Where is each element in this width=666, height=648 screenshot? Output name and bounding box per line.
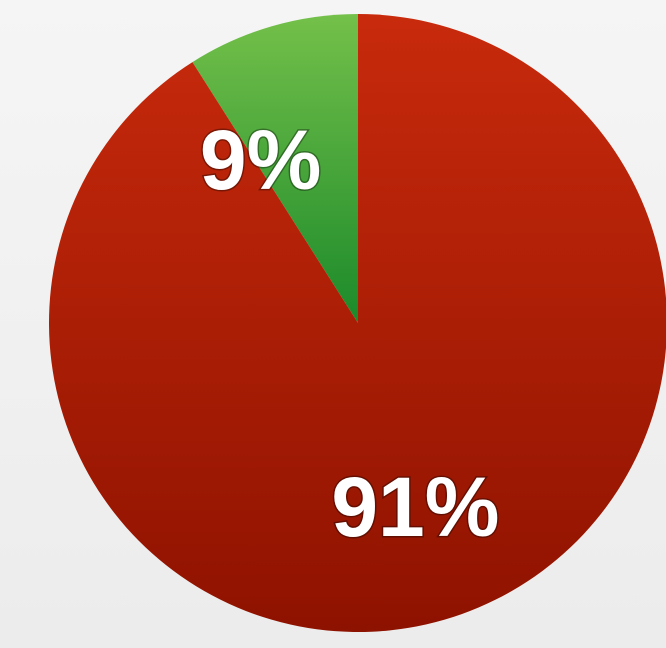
pie-slice-label-2: 91% xyxy=(331,460,499,554)
pie-slices xyxy=(49,14,666,632)
pie-labels: 9% 91% xyxy=(198,111,501,555)
pie-slice-2 xyxy=(49,14,666,632)
pie-slice-1 xyxy=(192,14,358,323)
pie-slice-label-1: 9% xyxy=(200,113,321,207)
